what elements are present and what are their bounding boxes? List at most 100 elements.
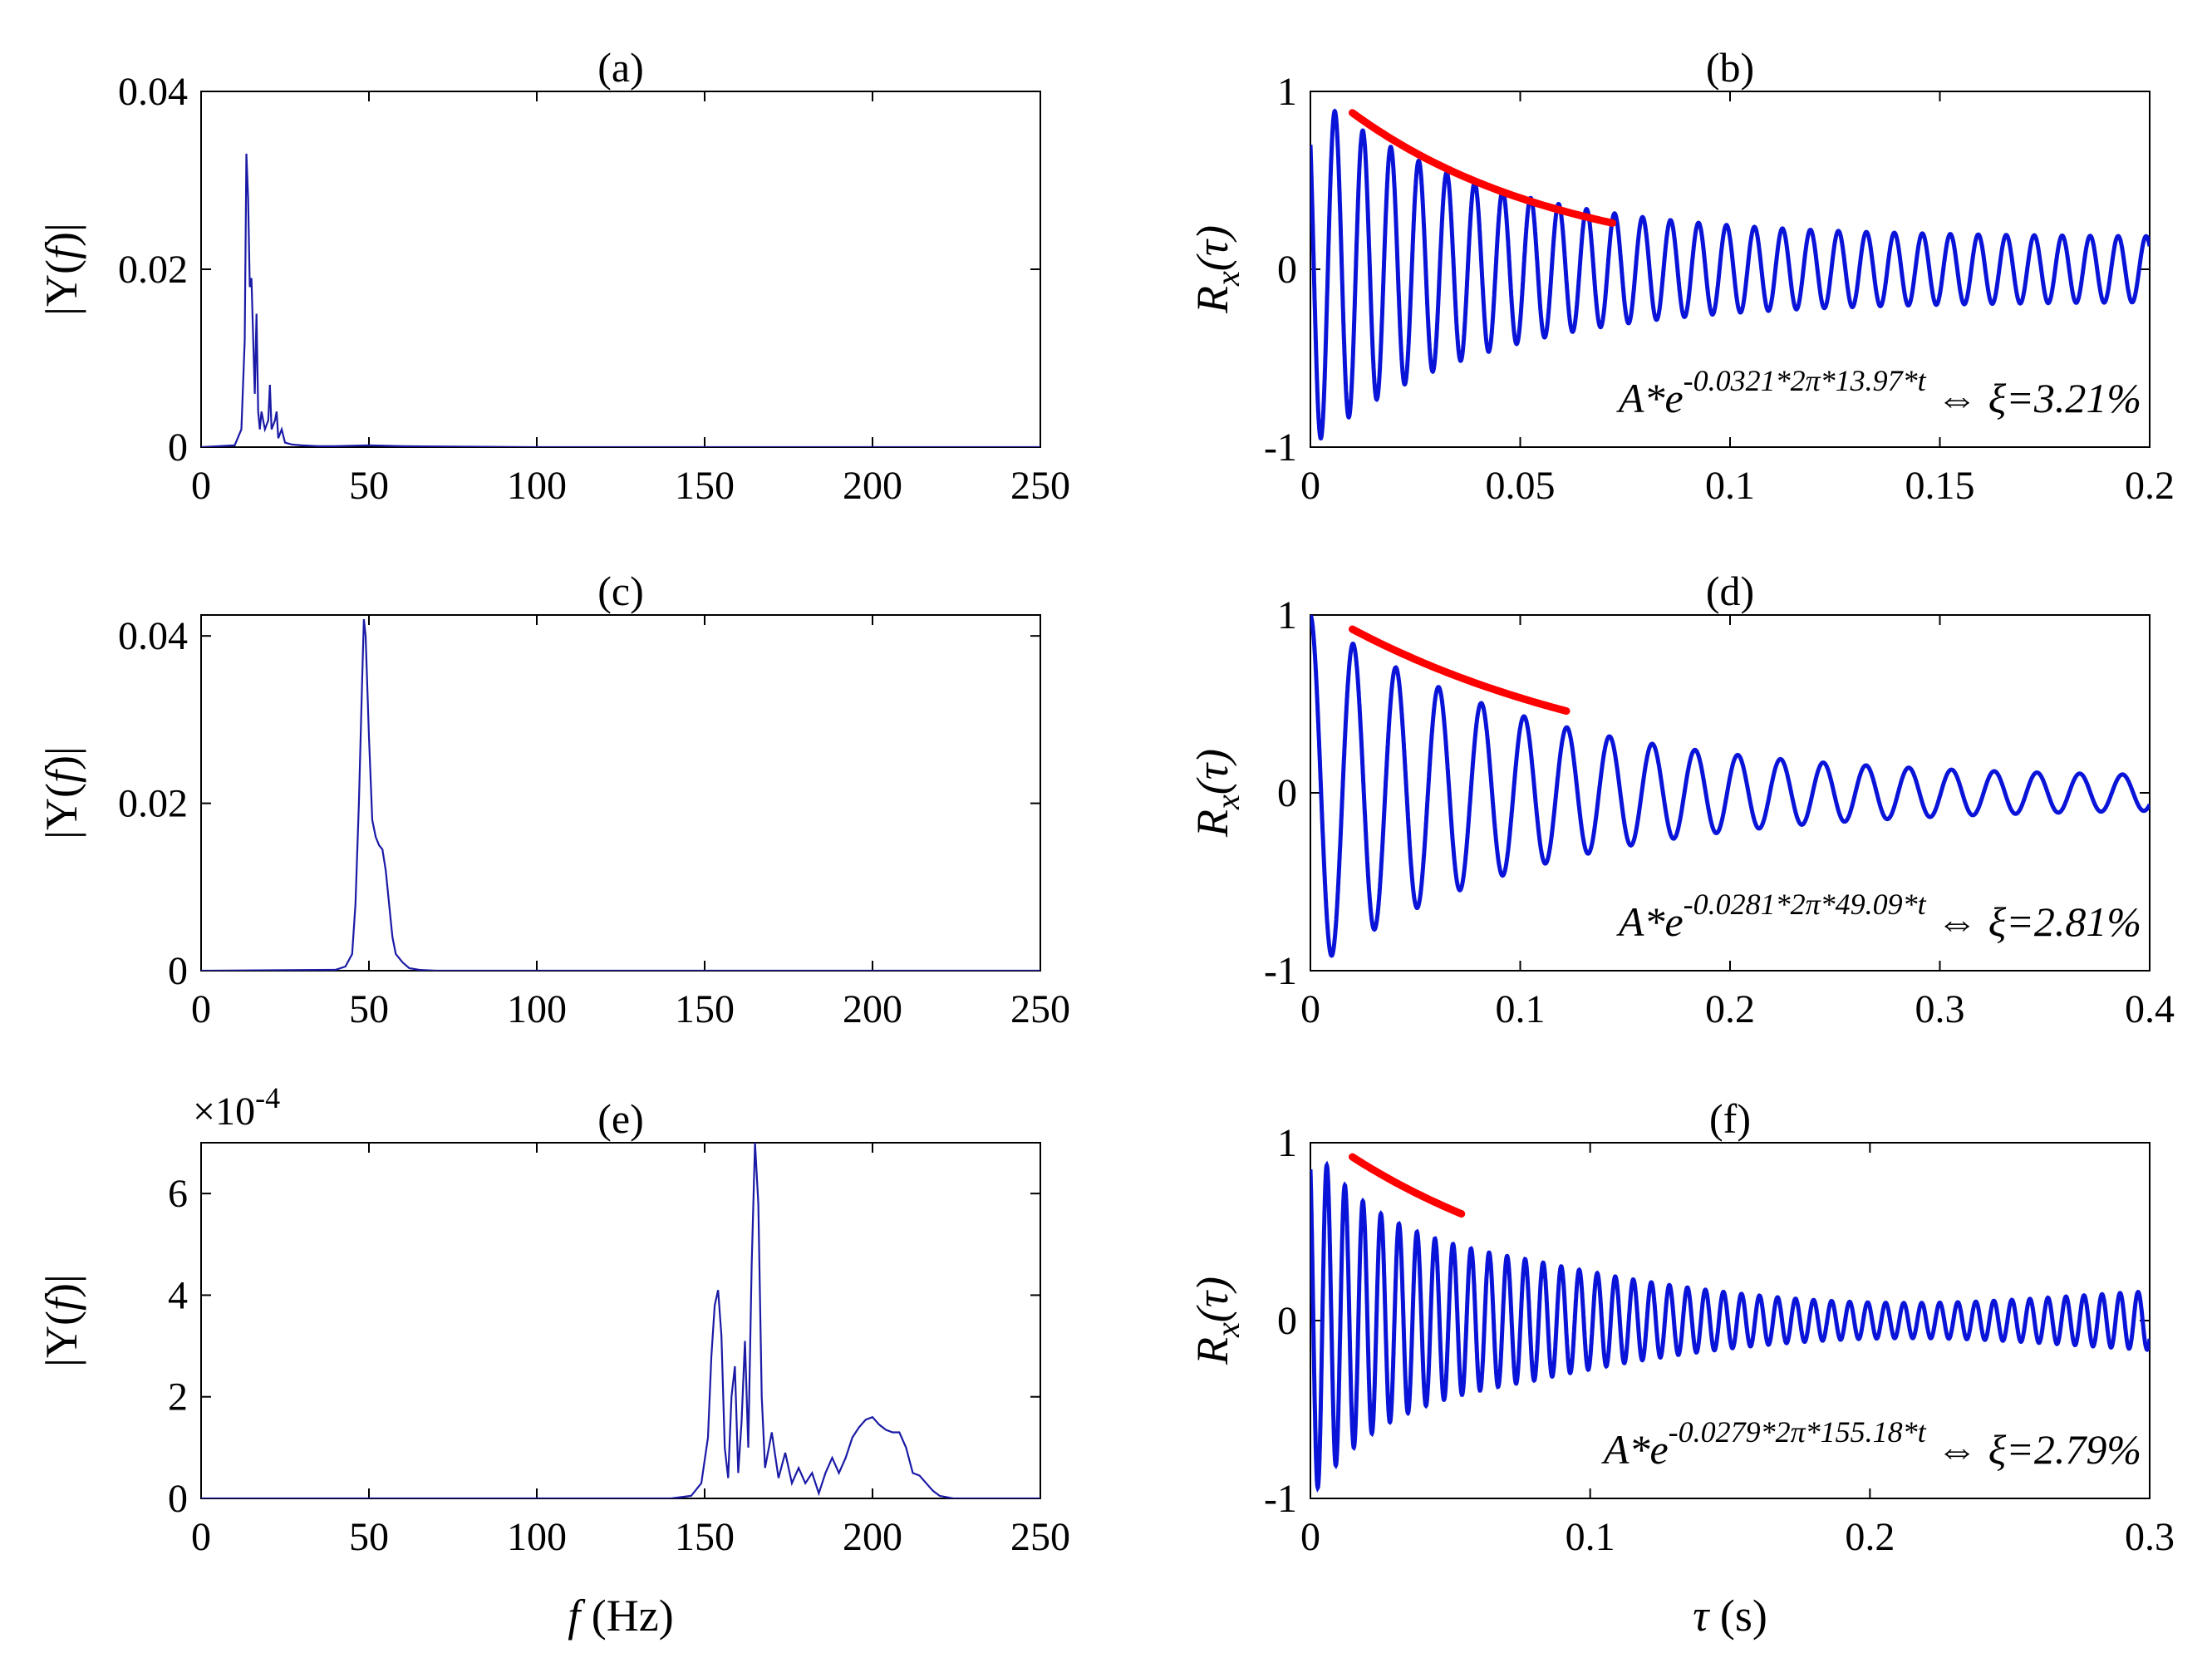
y-axis-label-a: |Y(f)| xyxy=(37,223,86,316)
y-tick-label: 0.02 xyxy=(118,782,188,826)
x-axis-label-frequency: f (Hz) xyxy=(568,1591,673,1641)
y-axis-label-base: R xyxy=(1187,286,1237,314)
y-tick-label: 0 xyxy=(168,1477,188,1521)
annotation-equiv: ⇔ ξ=2.79% xyxy=(1926,1426,2141,1473)
panel-e: (e) 0 50 100 150 200 250 0 2 4 6 |Y(f)| ×10-4 xyxy=(37,1081,1070,1559)
exponent-label: ×10-4 xyxy=(193,1081,280,1134)
panel-a: (a) 0 50 100 150 200 250 0 0.02 0.04 |Y(f)| xyxy=(37,44,1070,508)
y-axis-label-arg: (τ) xyxy=(1187,225,1237,271)
axes-frame-e xyxy=(200,1142,1041,1499)
annotation-exponent: -0.0279*2π*155.18*t xyxy=(1669,1415,1927,1449)
damping-annotation-f: A*e-0.0279*2π*155.18*t ⇔ ξ=2.79% xyxy=(1601,1415,2141,1473)
y-axis-label-c: |Y(f)| xyxy=(37,746,86,839)
y-axis-label-suffix: )| xyxy=(37,223,86,247)
y-axis-label-arg: (τ) xyxy=(1187,1277,1237,1322)
y-tick-label: 4 xyxy=(168,1273,188,1317)
x-tick-label: 0 xyxy=(1300,1515,1320,1559)
x-tick-label: 0.2 xyxy=(1705,987,1755,1031)
annotation-base: A*e xyxy=(1616,375,1684,421)
y-axis-label-sub: x xyxy=(1209,1322,1246,1338)
annotation-equiv: ⇔ ξ=3.21% xyxy=(1926,375,2141,421)
x-axis-label-lag: τ (s) xyxy=(1693,1591,1767,1641)
spectrum-line-e xyxy=(201,1143,1040,1498)
damping-annotation-b: A*e-0.0321*2π*13.97*t ⇔ ξ=3.21% xyxy=(1616,364,2141,421)
y-tick-label: 0 xyxy=(1277,1299,1297,1343)
y-tick-label: 0 xyxy=(168,949,188,993)
x-tick-label: 200 xyxy=(843,464,902,508)
x-tick-label: 0.15 xyxy=(1905,464,1975,508)
x-tick-label: 0 xyxy=(191,464,211,508)
y-tick-label: -1 xyxy=(1264,949,1297,993)
x-tick-label: 150 xyxy=(675,987,735,1031)
exponential-fit-line-d xyxy=(1349,625,1571,716)
autocorrelation-line-d xyxy=(1310,615,2150,958)
damping-annotation-d: A*e-0.0281*2π*49.09*t ⇔ ξ=2.81% xyxy=(1616,888,2141,945)
autocorrelation-line-f xyxy=(1310,1160,2150,1493)
x-tick-label: 100 xyxy=(507,1515,567,1559)
axes-frame-c xyxy=(200,614,1041,972)
exponent-base: ×10 xyxy=(193,1090,255,1134)
x-tick-label: 250 xyxy=(1010,464,1070,508)
x-tick-label: 0.1 xyxy=(1566,1515,1615,1559)
x-tick-label: 0 xyxy=(191,1515,211,1559)
panel-title-c: (c) xyxy=(597,568,644,614)
annotation-exponent: -0.0281*2π*49.09*t xyxy=(1684,888,1927,921)
x-tick-label: 100 xyxy=(507,464,567,508)
spectrum-line-c xyxy=(201,618,1040,971)
x-tick-label: 150 xyxy=(675,464,735,508)
y-axis-label-arg: (τ) xyxy=(1187,749,1237,795)
y-axis-label-suffix: )| xyxy=(37,746,86,770)
x-tick-label: 200 xyxy=(843,987,902,1031)
y-tick-label: 0.04 xyxy=(118,70,188,114)
annotation-base: A*e xyxy=(1601,1426,1669,1473)
y-axis-label-base: R xyxy=(1187,809,1237,838)
x-tick-label: 250 xyxy=(1010,1515,1070,1559)
y-tick-label: 1 xyxy=(1277,70,1297,114)
y-tick-label: 0 xyxy=(1277,248,1297,292)
x-tick-label: 200 xyxy=(843,1515,902,1559)
x-tick-label: 150 xyxy=(675,1515,735,1559)
x-tick-label: 0.1 xyxy=(1496,987,1546,1031)
x-tick-label: 0 xyxy=(191,987,211,1031)
y-tick-label: 0 xyxy=(1277,771,1297,815)
y-axis-label-f: Rx(τ) xyxy=(1187,1277,1246,1365)
y-tick-label: -1 xyxy=(1264,426,1297,470)
annotation-base: A*e xyxy=(1616,898,1684,945)
y-tick-label: 1 xyxy=(1277,593,1297,637)
axes-frame-a xyxy=(200,91,1041,448)
x-tick-label: 0.05 xyxy=(1486,464,1556,508)
exponential-fit-line-b xyxy=(1349,109,1617,227)
x-tick-label: 0.2 xyxy=(2125,464,2175,508)
exponential-fit-line-f xyxy=(1349,1153,1466,1218)
y-axis-label-sub: x xyxy=(1209,271,1246,287)
x-tick-label: 250 xyxy=(1010,987,1070,1031)
y-axis-label-sub: x xyxy=(1209,795,1246,810)
y-axis-label-prefix: |Y( xyxy=(37,1311,86,1367)
panel-b: (b)0 0.05 0.1 0.15 0.2-101Rx(τ)A*e-0.0321*2π… xyxy=(1187,44,2175,508)
x-tick-label: 0.4 xyxy=(2125,987,2175,1031)
x-tick-label: 0.2 xyxy=(1845,1515,1895,1559)
x-tick-label: 50 xyxy=(349,987,389,1031)
y-axis-label-suffix: )| xyxy=(37,1274,86,1298)
annotation-equiv: ⇔ ξ=2.81% xyxy=(1926,898,2141,945)
panel-d: (d)0 0.1 0.2 0.3 0.4-101Rx(τ)A*e-0.0281*2π*4… xyxy=(1187,568,2175,1031)
autocorrelation-line-b xyxy=(1310,108,2150,440)
x-tick-label: 0 xyxy=(1300,987,1320,1031)
panel-title-e: (e) xyxy=(597,1095,644,1142)
x-axis-label-symbol: τ xyxy=(1693,1591,1710,1641)
x-tick-label: 50 xyxy=(349,464,389,508)
y-tick-label: 1 xyxy=(1277,1121,1297,1165)
y-axis-label-prefix: |Y( xyxy=(37,783,86,839)
panel-title-b: (b) xyxy=(1706,44,1754,91)
y-axis-label-e: |Y(f)| xyxy=(37,1274,86,1367)
y-axis-label-b: Rx(τ) xyxy=(1187,225,1246,314)
x-tick-label: 0 xyxy=(1300,464,1320,508)
y-tick-label: 2 xyxy=(168,1375,188,1419)
y-axis-label-base: R xyxy=(1187,1337,1237,1365)
y-tick-label: 0.04 xyxy=(118,614,188,658)
x-tick-label: 50 xyxy=(349,1515,389,1559)
x-tick-label: 0.3 xyxy=(1915,987,1965,1031)
spectrum-line-a xyxy=(201,153,1040,447)
